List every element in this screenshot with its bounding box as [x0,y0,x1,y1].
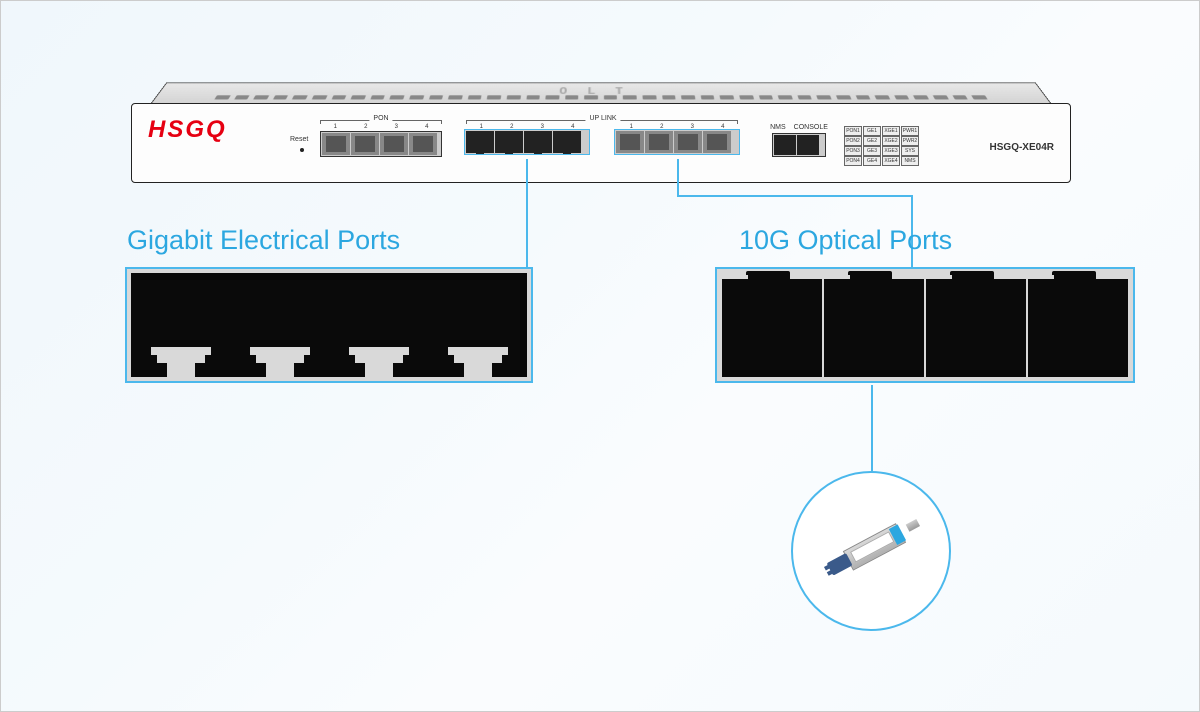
callout-line-right-h [677,195,911,197]
rj45-port [524,131,552,153]
model-number: HSGQ-XE04R [990,142,1054,153]
mgmt-port-group: NMSCONSOLE [772,124,826,157]
uplink-rj45-group: UP LINK 1234 [466,124,588,153]
callout-line-right-v1 [677,159,679,195]
sfp-module-circle [791,471,951,631]
pon-label: PON [369,115,392,122]
pon-port [380,133,408,155]
nms-port [774,135,796,155]
brand-logo: HSGQ [148,116,227,144]
pon-ports [320,131,442,157]
led-indicator-grid: PON1GE1XGE1PWR1 PON2GE2XGE2PWR2 PON3GE3X… [844,126,919,166]
device-front-panel: HSGQ Reset PON 1234 UP LINK 1234 [131,103,1071,183]
sfp-port [616,131,644,153]
callout-line-left [526,159,528,267]
pon-port [351,133,379,155]
device-top-panel: OLT [151,83,1051,103]
rj45-port [466,131,494,153]
console-port [797,135,819,155]
rj45-port-large [428,273,527,377]
reset-label: Reset [290,136,308,143]
sfp-port-large [926,279,1026,377]
pon-port-group: PON 1234 [320,124,442,157]
reset-button-icon [300,148,304,152]
pon-port-numbers: 1234 [320,124,442,130]
sfp-port [645,131,673,153]
mgmt-labels: NMSCONSOLE [772,124,826,131]
sfp-port [703,131,731,153]
sfp-port-large [722,279,822,377]
callout-right-title: 10G Optical Ports [739,225,952,256]
sfp-port-large [824,279,924,377]
uplink-sfp-ports [614,129,740,155]
rj45-port-large [230,273,329,377]
mgmt-ports [772,133,826,157]
ventilation-slots [214,95,987,99]
pon-port [322,133,350,155]
pon-port [409,133,437,155]
detail-gigabit-ports [125,267,533,383]
sfp-port [674,131,702,153]
sfp-transceiver-icon [825,518,917,583]
callout-line-circle [871,385,873,471]
sfp-port-large [1028,279,1128,377]
uplink-label: UP LINK [585,115,620,122]
rj45-port [553,131,581,153]
rj45-port [495,131,523,153]
uplink-rj45-ports [464,129,590,155]
network-device: OLT HSGQ Reset PON 1234 UP LINK [131,73,1071,191]
callout-left-title: Gigabit Electrical Ports [127,225,400,256]
detail-10g-ports [715,267,1135,383]
rj45-port-large [131,273,230,377]
uplink-sfp-group: 1234 [616,124,738,153]
rj45-port-large [329,273,428,377]
